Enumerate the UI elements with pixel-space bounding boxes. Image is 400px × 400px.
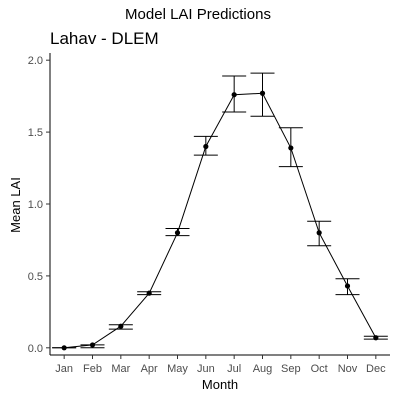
data-point bbox=[89, 342, 96, 348]
x-tick-label: Jul bbox=[227, 363, 241, 375]
x-tick-label: Oct bbox=[311, 363, 328, 375]
x-axis-label: Month bbox=[202, 377, 238, 392]
y-tick-label: 0.5 bbox=[28, 271, 43, 283]
x-tick-label: Sep bbox=[281, 363, 301, 375]
panel-title: Lahav - DLEM bbox=[50, 29, 159, 48]
chart-marks bbox=[52, 72, 388, 351]
data-point bbox=[146, 290, 152, 296]
data-point bbox=[61, 345, 67, 351]
data-point bbox=[174, 230, 181, 236]
x-tick-label: Feb bbox=[83, 363, 102, 375]
y-tick-label: 1.0 bbox=[28, 199, 43, 211]
x-tick-label: Nov bbox=[338, 363, 358, 375]
x-tick-label: Aug bbox=[253, 363, 273, 375]
y-tick-label: 1.5 bbox=[28, 127, 43, 139]
data-point bbox=[203, 143, 209, 150]
data-point bbox=[259, 90, 266, 96]
y-tick-label: 0.0 bbox=[28, 343, 43, 355]
x-tick-label: Mar bbox=[111, 363, 130, 375]
data-point bbox=[316, 230, 322, 236]
data-point bbox=[344, 283, 351, 289]
x-tick-label: Apr bbox=[141, 363, 158, 375]
figure-suptitle: Model LAI Predictions bbox=[125, 6, 271, 23]
x-tick-label: Dec bbox=[366, 363, 386, 375]
x-tick-label: Jun bbox=[197, 363, 215, 375]
y-tick-label: 2.0 bbox=[28, 55, 43, 67]
data-point bbox=[373, 335, 379, 341]
data-point bbox=[288, 145, 294, 151]
data-point bbox=[231, 92, 237, 98]
series-line bbox=[64, 92, 377, 349]
y-axis-label: Mean LAI bbox=[8, 177, 23, 233]
axes: 0.0 0.5 1.0 1.5 2.0 Jan Feb Mar Apr May Jun Jul Aug S… bbox=[28, 53, 390, 375]
data-point bbox=[118, 323, 124, 329]
x-tick-label: Jan bbox=[55, 363, 73, 375]
x-tick-label: May bbox=[167, 363, 188, 375]
